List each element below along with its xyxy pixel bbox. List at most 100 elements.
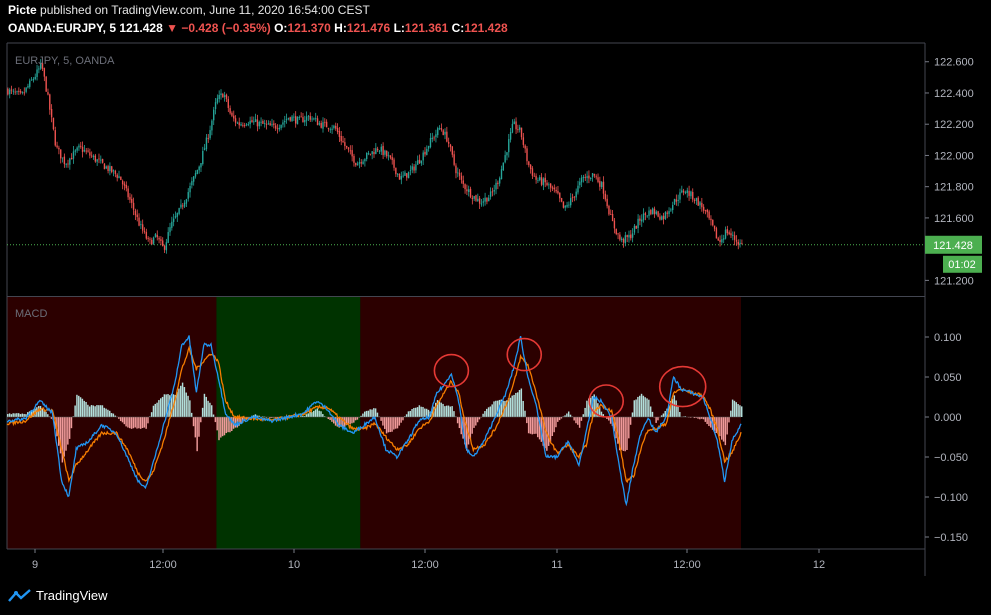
macd-histogram-bar — [425, 408, 428, 417]
macd-histogram-bar — [210, 405, 213, 417]
macd-histogram-bar — [606, 417, 608, 420]
candle-body — [548, 184, 550, 186]
macd-histogram-bar — [99, 405, 102, 417]
candle-body — [358, 162, 361, 164]
macd-histogram-bar — [88, 406, 91, 417]
candle-body — [14, 91, 16, 93]
macd-histogram-bar — [639, 395, 641, 417]
macd-pane[interactable] — [6, 335, 743, 507]
macd-histogram-bar — [367, 410, 370, 417]
candle-body — [637, 218, 639, 229]
macd-histogram-bar — [626, 417, 628, 450]
candle-body — [540, 177, 543, 185]
macd-histogram-bar — [85, 401, 87, 417]
macd-histogram-bar — [509, 397, 512, 417]
macd-histogram-bar — [110, 413, 113, 417]
candle-body — [451, 146, 454, 155]
candle-body — [105, 166, 107, 169]
footer-brand[interactable]: TradingView — [8, 588, 108, 603]
candle-body — [586, 176, 588, 178]
candle-body — [375, 148, 377, 154]
macd-histogram-bar — [706, 417, 708, 425]
macd-histogram-bar — [362, 413, 364, 417]
macd-histogram-bar — [312, 410, 315, 417]
candle-body — [498, 178, 501, 184]
macd-histogram-bar — [353, 417, 355, 423]
macd-histogram-bar — [342, 417, 344, 427]
macd-histogram-bar — [549, 417, 552, 442]
macd-histogram-bar — [32, 409, 34, 417]
macd-histogram-bar — [394, 417, 397, 429]
candle-body — [544, 177, 546, 183]
macd-histogram-bar — [369, 409, 371, 417]
macd-histogram-bar — [92, 405, 95, 417]
candle-body — [129, 196, 131, 200]
macd-histogram-bar — [633, 400, 635, 417]
macd-histogram-bar — [511, 395, 513, 417]
price-tick-label: 122.600 — [934, 57, 974, 69]
macd-histogram-bar — [586, 400, 588, 417]
candle-body — [316, 118, 319, 126]
candle-body — [112, 170, 115, 172]
macd-histogram-bar — [331, 417, 333, 422]
macd-histogram-bar — [43, 409, 45, 417]
macd-tick-label: 0.000 — [934, 412, 962, 424]
candle-body — [347, 147, 350, 150]
macd-histogram-bar — [522, 400, 524, 417]
macd-histogram-bar — [635, 399, 637, 417]
macd-histogram-bar — [402, 417, 404, 421]
time-tick-label: 12:00 — [673, 559, 701, 571]
candle-body — [27, 86, 29, 88]
macd-histogram-bar — [23, 413, 25, 417]
macd-histogram-bar — [30, 410, 33, 417]
macd-histogram-bar — [537, 417, 539, 438]
candle-body — [127, 188, 129, 198]
macd-histogram-bar — [318, 410, 320, 417]
candle-body — [611, 213, 614, 222]
candle-body — [132, 202, 135, 210]
candle-body — [633, 225, 636, 233]
candle-body — [229, 108, 231, 114]
candle-body — [114, 170, 117, 174]
candle-body — [400, 176, 403, 180]
macd-histogram-bar — [527, 417, 530, 434]
candle-body — [120, 176, 122, 181]
macd-histogram-bar — [185, 392, 187, 417]
macd-histogram-bar — [486, 408, 488, 417]
candle-body — [635, 225, 637, 229]
candle-body — [335, 125, 337, 129]
candle-body — [172, 218, 175, 222]
candle-body — [249, 120, 251, 125]
macd-histogram-bar — [329, 417, 331, 421]
macd-histogram-bar — [132, 417, 135, 429]
macd-histogram-bar — [679, 411, 681, 417]
candle-body — [25, 87, 27, 92]
macd-histogram-bar — [409, 410, 411, 417]
macd-histogram-bar — [240, 417, 242, 424]
macd-histogram-bar — [651, 411, 654, 417]
macd-histogram-bar — [347, 417, 350, 425]
candle-body — [185, 199, 188, 204]
candle-body — [624, 235, 627, 244]
macd-histogram-bar — [14, 413, 16, 417]
candle-body — [391, 157, 393, 161]
candle-body — [336, 127, 339, 133]
candle-body — [458, 172, 461, 176]
macd-histogram-bar — [183, 387, 186, 417]
macd-histogram-bar — [161, 396, 164, 417]
candle-body — [131, 198, 133, 203]
candle-body — [324, 121, 326, 123]
macd-histogram-bar — [108, 410, 111, 417]
tradingview-logo-icon — [8, 588, 31, 602]
macd-histogram-bar — [360, 415, 362, 417]
macd-histogram-bar — [159, 398, 162, 417]
price-pane[interactable] — [7, 59, 925, 254]
candle-body — [684, 192, 687, 194]
macd-histogram-bar — [181, 382, 184, 417]
macd-histogram-bar — [693, 417, 696, 419]
candle-body — [242, 124, 244, 126]
macd-histogram-bar — [730, 410, 732, 417]
candle-body — [646, 215, 648, 217]
macd-histogram-bar — [167, 394, 169, 417]
